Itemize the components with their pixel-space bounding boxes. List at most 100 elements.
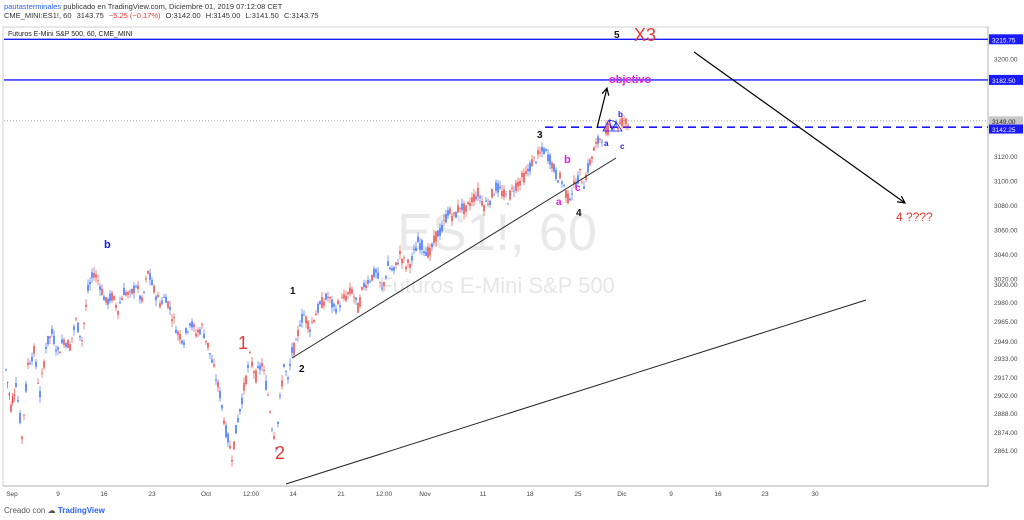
footer-brand[interactable]: TradingView xyxy=(57,506,105,515)
footer: Creado con ☁ TradingView xyxy=(4,506,105,515)
candle-body xyxy=(223,420,225,424)
candle-body xyxy=(559,172,561,179)
candle-body xyxy=(289,363,291,366)
label-c-small: c xyxy=(620,142,625,151)
candle-body xyxy=(65,343,67,347)
candle-body xyxy=(43,361,45,368)
candle-body xyxy=(417,236,419,243)
candle-body xyxy=(617,127,619,130)
candle-body xyxy=(343,294,345,299)
candle-body xyxy=(371,274,373,281)
candle-body xyxy=(491,189,493,198)
candle-body xyxy=(309,329,311,332)
candle-body xyxy=(333,303,335,307)
candle-body xyxy=(563,184,565,186)
candle-body xyxy=(115,305,117,308)
trendline-upper[interactable] xyxy=(291,157,617,359)
candle-body xyxy=(431,243,433,248)
candle-body xyxy=(483,205,485,212)
candle-body xyxy=(501,191,503,197)
label-1-big: 1 xyxy=(238,333,248,353)
candle-body xyxy=(149,273,151,280)
candle-body xyxy=(61,339,63,344)
candle-body xyxy=(201,323,203,325)
candle-body xyxy=(53,335,55,345)
candle-body xyxy=(225,425,227,438)
candle-body xyxy=(145,278,147,280)
label-b-magenta: b xyxy=(564,154,571,166)
candle-body xyxy=(587,163,589,173)
price-tick-label: 3100.00 xyxy=(994,179,1018,186)
candle-body xyxy=(157,294,159,298)
candle-body xyxy=(349,287,351,294)
candle-body xyxy=(441,224,443,232)
candle-body xyxy=(455,212,457,218)
candle-body xyxy=(129,291,131,293)
candle-body xyxy=(141,297,143,302)
candle-body xyxy=(249,352,251,353)
candle-body xyxy=(393,266,395,271)
candle-body xyxy=(591,156,593,159)
candle-body xyxy=(191,321,193,328)
low-value: L:3141.50 xyxy=(245,11,279,20)
triangle-pattern[interactable] xyxy=(602,119,623,132)
candle-body xyxy=(359,297,361,307)
candle-body xyxy=(277,421,279,424)
price-tick-label: 2888.00 xyxy=(994,411,1018,418)
candle-body xyxy=(373,268,375,278)
price-tag-box xyxy=(989,116,1023,126)
candle-body xyxy=(383,282,385,286)
candle-body xyxy=(425,251,427,256)
candle-body xyxy=(311,321,313,323)
candle-body xyxy=(113,295,115,300)
candle-body xyxy=(285,371,287,372)
candle-body xyxy=(437,230,439,237)
price-tick-label: 2949.00 xyxy=(994,339,1018,346)
arrow-objetivo[interactable] xyxy=(596,88,607,129)
candle-body xyxy=(11,396,14,403)
candle-body xyxy=(5,369,7,371)
candle-body xyxy=(37,383,39,384)
candle-body xyxy=(39,391,41,398)
candle-body xyxy=(69,344,71,351)
label-3: 3 xyxy=(537,130,543,141)
label-2-big: 2 xyxy=(275,443,285,463)
candle-body xyxy=(529,162,531,172)
time-tick-label: Sep xyxy=(6,491,18,498)
candle-body xyxy=(205,340,207,343)
candle-body xyxy=(487,203,489,205)
candle-body xyxy=(391,268,393,271)
candle-body xyxy=(585,174,587,181)
candle-body xyxy=(123,287,125,296)
arrow-down-4[interactable] xyxy=(693,51,905,203)
candle-body xyxy=(615,121,617,126)
candle-body xyxy=(147,270,149,274)
candle-body xyxy=(183,342,185,345)
published-info: publicado en TradingView.com, Diciembre … xyxy=(63,2,283,11)
candle-body xyxy=(219,390,221,399)
candle-body xyxy=(8,393,11,396)
candle-body xyxy=(207,342,209,348)
label-4-questions: 4 ???? xyxy=(896,210,933,224)
candle-body xyxy=(345,295,347,301)
candle-body xyxy=(605,125,607,134)
candle-body xyxy=(379,281,381,283)
candle-body xyxy=(469,202,471,206)
candle-body xyxy=(419,242,421,250)
candle-body xyxy=(189,323,191,326)
candle-body xyxy=(415,247,417,252)
candle-body xyxy=(465,205,467,212)
ohlc-readout: CME_MINI:ES1!, 60 3143.75 −5.25 (−0.17%)… xyxy=(4,11,322,20)
candle-body xyxy=(23,414,25,416)
trendline-lower[interactable] xyxy=(285,299,867,485)
label-a-magenta: a xyxy=(556,197,562,208)
price-level-tag xyxy=(989,74,1023,85)
cloud-icon: ☁ xyxy=(47,506,56,515)
candle-body xyxy=(77,322,79,333)
candle-body xyxy=(339,305,341,308)
candle-body xyxy=(525,170,527,175)
author-name[interactable]: pautasterminales xyxy=(4,2,62,11)
candle-body xyxy=(259,365,261,370)
